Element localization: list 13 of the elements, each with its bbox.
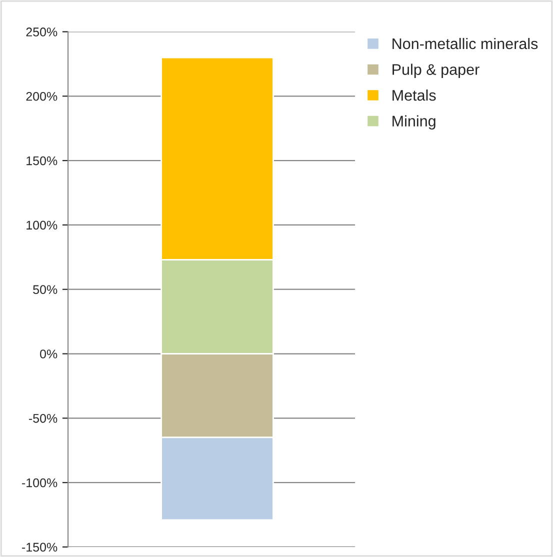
y-tick-label: 150% bbox=[26, 156, 58, 166]
y-tick-label: 0% bbox=[40, 350, 58, 358]
legend-label: Non-metallic minerals bbox=[392, 38, 538, 50]
y-tick-label: -50% bbox=[28, 414, 58, 423]
y-tick-label: 50% bbox=[33, 285, 58, 294]
y-tick-label: -150% bbox=[22, 542, 58, 552]
y-tick-label: 200% bbox=[26, 92, 58, 101]
y-tick-label: 100% bbox=[26, 220, 58, 230]
legend-label: Metals bbox=[392, 90, 436, 101]
y-tick-label: -100% bbox=[22, 478, 58, 488]
y-tick-label: 250% bbox=[26, 28, 58, 36]
legend-label: Pulp & paper bbox=[392, 64, 480, 78]
legend-label: Mining bbox=[392, 115, 436, 130]
